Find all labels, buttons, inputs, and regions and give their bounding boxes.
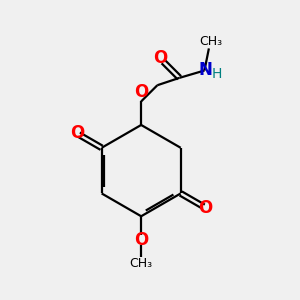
Text: O: O: [198, 199, 212, 217]
Text: O: O: [153, 49, 167, 67]
Text: O: O: [134, 231, 148, 249]
Text: O: O: [70, 124, 84, 142]
Text: CH₃: CH₃: [199, 35, 222, 48]
Text: CH₃: CH₃: [130, 257, 153, 270]
Text: H: H: [212, 67, 222, 81]
Text: O: O: [134, 83, 148, 101]
Text: N: N: [198, 61, 212, 79]
